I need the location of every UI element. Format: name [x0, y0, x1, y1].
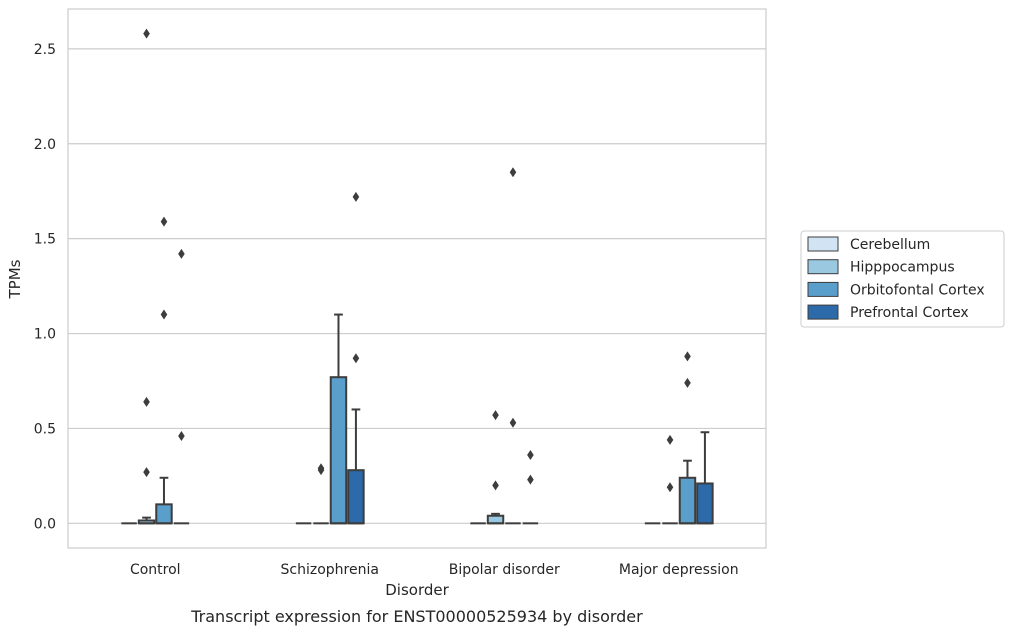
y-tick-label: 0.5: [34, 421, 56, 437]
legend-label: Cerebellum: [850, 237, 930, 253]
outlier-point: [178, 248, 185, 259]
box-orbitofontal-cortex: [505, 167, 521, 525]
plot-area: [67, 8, 767, 549]
outlier-point: [492, 480, 499, 491]
outlier-point: [527, 474, 534, 485]
y-tick-label: 1.5: [34, 232, 56, 248]
legend-swatch: [807, 304, 839, 320]
box-iqr: [329, 376, 348, 525]
outlier-point: [684, 351, 691, 362]
legend-label: Prefrontal Cortex: [850, 305, 969, 321]
outlier-point: [352, 353, 360, 364]
boxes: [121, 28, 714, 525]
outlier-point: [492, 410, 499, 421]
x-tick-label: Schizophrenia: [281, 562, 379, 578]
x-tick-label: Control: [130, 562, 181, 578]
outlier-point: [527, 450, 534, 461]
y-tick-label: 2.5: [34, 42, 56, 58]
legend-swatch: [807, 259, 839, 275]
outlier-point: [666, 434, 674, 445]
box-orbitofontal-cortex: [678, 351, 697, 525]
x-tick-label: Major depression: [619, 562, 739, 578]
outlier-point: [317, 463, 325, 474]
outlier-point: [160, 309, 168, 320]
box-prefrontal-cortex: [347, 191, 365, 525]
box-orbitofontal-cortex: [155, 216, 173, 525]
box-iqr: [155, 503, 173, 525]
legend-swatch: [807, 281, 839, 297]
outlier-point: [509, 417, 517, 428]
outlier-point: [143, 28, 150, 39]
legend-frame: [800, 230, 1005, 328]
legend-items: Cerebellum Hipppocampus Orbitofontal Corte…: [807, 236, 985, 321]
y-axis-title: TPMs: [6, 259, 24, 299]
outlier-point: [666, 482, 674, 493]
box-hipppocampus: [486, 410, 505, 525]
y-tick-labels: 0.0 0.5 1.0 1.5 2.0 2.5: [34, 42, 56, 532]
y-tick-label: 1.0: [34, 327, 56, 343]
x-tick-labels: Control Schizophrenia Bipolar disorder Majo…: [130, 562, 739, 578]
box-prefrontal-cortex: [696, 431, 714, 525]
box-hipppocampus: [662, 434, 678, 525]
chart-caption: Transcript expression for ENST0000052593…: [190, 607, 643, 626]
box-prefrontal-cortex: [173, 248, 190, 525]
box-orbitofontal-cortex: [329, 313, 348, 525]
y-tick-label: 0.0: [34, 516, 56, 532]
box-hipppocampus: [313, 463, 329, 525]
box-iqr: [347, 469, 365, 525]
x-tick-label: Bipolar disorder: [449, 562, 560, 578]
outlier-point: [143, 467, 150, 478]
x-axis-title: Disorder: [385, 581, 449, 599]
box-hipppocampus: [137, 28, 156, 525]
box-iqr: [678, 476, 697, 525]
box-iqr: [486, 514, 505, 525]
legend: Cerebellum Hipppocampus Orbitofontal Corte…: [800, 230, 1005, 328]
legend-swatch: [807, 236, 839, 252]
outlier-point: [143, 396, 150, 407]
outlier-point: [509, 167, 517, 178]
y-tick-label: 2.0: [34, 137, 56, 153]
box-prefrontal-cortex: [522, 450, 539, 525]
outlier-point: [352, 191, 360, 202]
legend-label: Orbitofontal Cortex: [850, 282, 985, 298]
outlier-point: [160, 216, 168, 227]
outlier-point: [684, 377, 691, 388]
box-iqr: [696, 482, 714, 525]
legend-label: Hipppocampus: [850, 260, 955, 276]
outlier-point: [178, 431, 185, 442]
